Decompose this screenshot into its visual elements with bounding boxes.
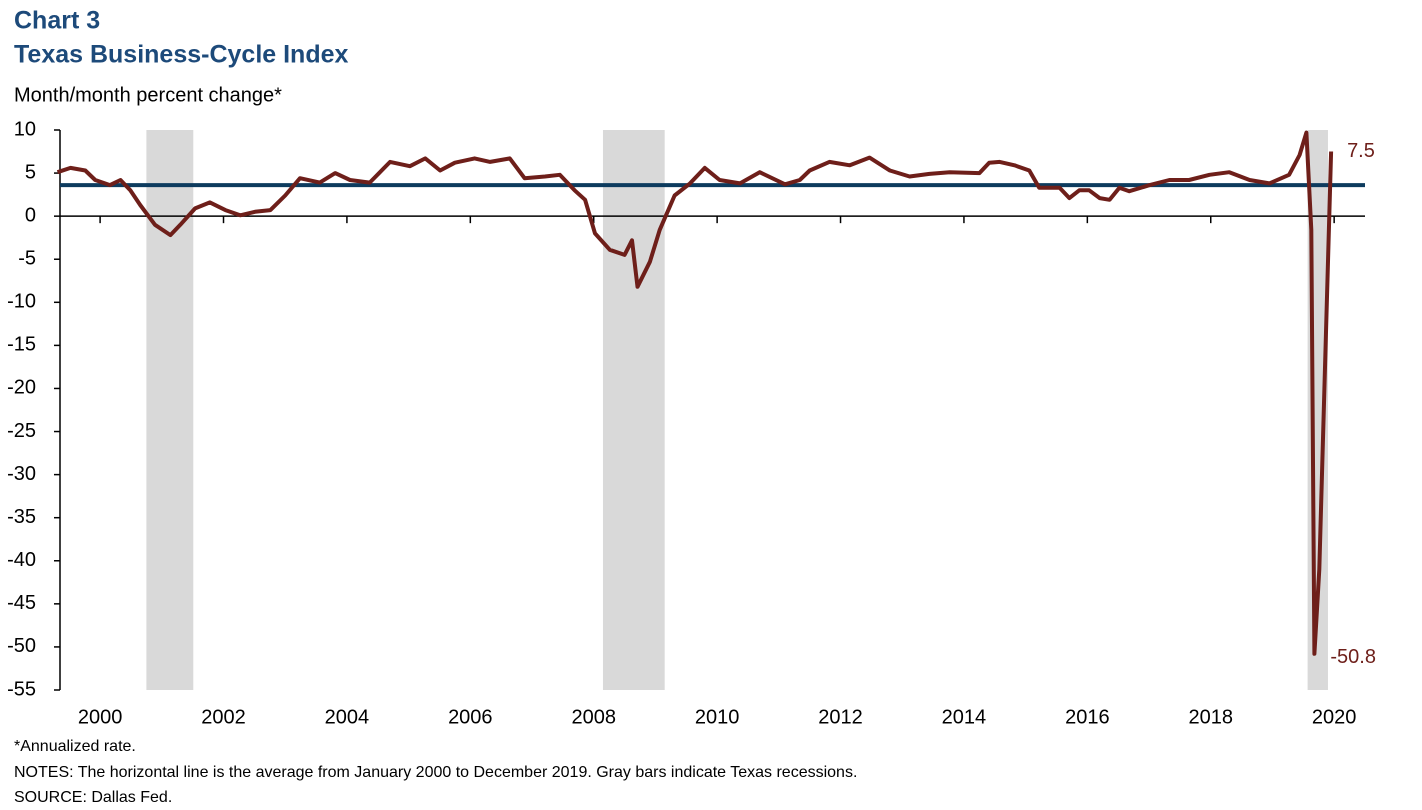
x-tick-label: 2020	[1312, 706, 1357, 728]
y-tick-label: -20	[7, 377, 36, 399]
recession-bar	[602, 130, 665, 690]
y-tick-label: 5	[25, 161, 36, 183]
x-tick-label: 2014	[942, 706, 987, 728]
y-tick-label: -40	[7, 549, 36, 571]
chart-title: Chart 3	[14, 7, 100, 35]
x-tick-label: 2006	[448, 706, 493, 728]
y-tick-label: -15	[7, 334, 36, 356]
x-tick-label: 2004	[325, 706, 370, 728]
x-tick-label: 2016	[1065, 706, 1110, 728]
data-line	[56, 130, 1334, 656]
data-label: -50.8	[1330, 646, 1376, 668]
y-tick-label: 0	[25, 204, 36, 226]
y-tick-label: -30	[7, 463, 36, 485]
y-tick-label: -55	[7, 678, 36, 700]
y-tick-label: -50	[7, 635, 36, 657]
y-tick-label: -10	[7, 291, 36, 313]
recession-bar	[146, 130, 194, 690]
footnote: SOURCE: Dallas Fed.	[14, 789, 172, 806]
x-tick-label: 2010	[695, 706, 740, 728]
y-tick-label: 10	[14, 118, 36, 140]
y-tick-label: -45	[7, 592, 36, 614]
x-tick-label: 2002	[201, 706, 246, 728]
x-tick-label: 2012	[818, 706, 863, 728]
y-tick-label: -35	[7, 506, 36, 528]
y-tick-label: -5	[18, 248, 36, 270]
chart-subtitle: Texas Business-Cycle Index	[14, 41, 349, 69]
footnote: NOTES: The horizontal line is the averag…	[14, 764, 857, 781]
x-tick-label: 2008	[571, 706, 616, 728]
data-label: 7.5	[1347, 140, 1375, 162]
y-tick-label: -25	[7, 420, 36, 442]
x-tick-label: 2018	[1188, 706, 1233, 728]
y-axis-label: Month/month percent change*	[14, 84, 282, 106]
x-tick-label: 2000	[78, 706, 123, 728]
footnote: *Annualized rate.	[14, 738, 136, 755]
